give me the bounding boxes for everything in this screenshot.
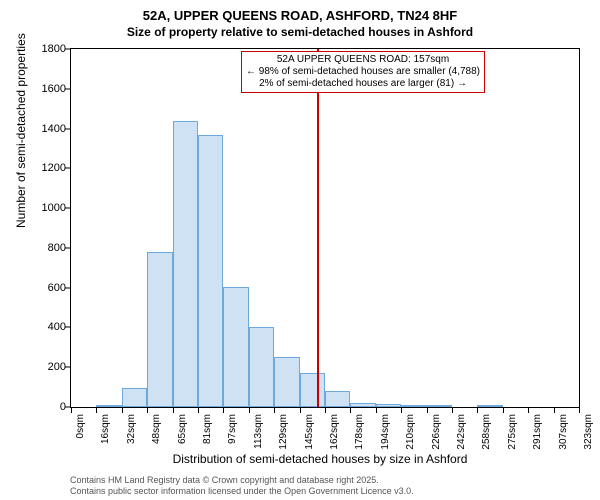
x-tick-label: 129sqm <box>278 414 289 450</box>
x-tick-mark <box>452 408 453 413</box>
chart-footer: Contains HM Land Registry data © Crown c… <box>70 475 414 496</box>
footer-line-2: Contains public sector information licen… <box>70 486 414 496</box>
x-tick-label: 307sqm <box>558 414 569 450</box>
x-tick-label: 32sqm <box>126 414 137 444</box>
histogram-bar <box>427 405 452 407</box>
x-tick-mark <box>71 408 72 413</box>
histogram-bar <box>147 252 172 407</box>
x-tick-mark <box>122 408 123 413</box>
annotation-line: 52A UPPER QUEENS ROAD: 157sqm <box>246 54 480 66</box>
y-tick-label: 1600 <box>6 83 66 95</box>
x-tick-mark <box>579 408 580 413</box>
y-tick-mark <box>65 327 70 328</box>
x-tick-mark <box>376 408 377 413</box>
y-tick-mark <box>65 49 70 50</box>
x-tick-mark <box>173 408 174 413</box>
y-tick-mark <box>65 128 70 129</box>
y-tick-label: 0 <box>6 401 66 413</box>
reference-line <box>317 49 319 407</box>
footer-line-1: Contains HM Land Registry data © Crown c… <box>70 475 414 485</box>
y-tick-mark <box>65 208 70 209</box>
y-tick-label: 200 <box>6 361 66 373</box>
x-tick-label: 113sqm <box>253 414 264 449</box>
x-tick-mark <box>503 408 504 413</box>
histogram-bar <box>96 405 121 407</box>
x-tick-label: 178sqm <box>354 414 365 450</box>
annotation-line: 2% of semi-detached houses are larger (8… <box>246 78 480 90</box>
x-axis-label: Distribution of semi-detached houses by … <box>0 452 600 466</box>
y-tick-mark <box>65 168 70 169</box>
annotation-line: ← 98% of semi-detached houses are smalle… <box>246 66 480 78</box>
y-tick-label: 400 <box>6 321 66 333</box>
x-tick-mark <box>274 408 275 413</box>
histogram-bar <box>477 405 502 407</box>
histogram-bar <box>350 403 375 407</box>
x-tick-label: 0sqm <box>75 414 86 438</box>
histogram-bar <box>401 405 426 407</box>
chart-title-line2: Size of property relative to semi-detach… <box>0 25 600 39</box>
histogram-bar <box>325 391 350 407</box>
x-tick-mark <box>427 408 428 413</box>
y-tick-label: 1000 <box>6 202 66 214</box>
y-tick-mark <box>65 407 70 408</box>
histogram-bar <box>223 287 248 407</box>
x-tick-label: 275sqm <box>507 414 518 450</box>
chart-title-line1: 52A, UPPER QUEENS ROAD, ASHFORD, TN24 8H… <box>0 8 600 23</box>
x-tick-label: 258sqm <box>481 414 492 450</box>
plot-area: 52A UPPER QUEENS ROAD: 157sqm← 98% of se… <box>70 48 580 408</box>
histogram-bar <box>249 327 274 407</box>
y-tick-label: 600 <box>6 282 66 294</box>
y-tick-mark <box>65 247 70 248</box>
x-tick-mark <box>96 408 97 413</box>
x-tick-mark <box>554 408 555 413</box>
histogram-chart: 52A, UPPER QUEENS ROAD, ASHFORD, TN24 8H… <box>0 0 600 500</box>
histogram-bar <box>376 404 401 407</box>
x-tick-label: 210sqm <box>405 414 416 450</box>
annotation-box: 52A UPPER QUEENS ROAD: 157sqm← 98% of se… <box>241 51 485 93</box>
x-tick-label: 242sqm <box>456 414 467 450</box>
histogram-bar <box>300 373 325 407</box>
y-tick-mark <box>65 287 70 288</box>
histogram-bar <box>274 357 299 407</box>
histogram-bar <box>198 135 223 407</box>
x-tick-label: 81sqm <box>202 414 213 444</box>
x-tick-label: 291sqm <box>532 414 543 450</box>
x-tick-label: 194sqm <box>380 414 391 450</box>
x-tick-label: 226sqm <box>431 414 442 450</box>
x-tick-mark <box>223 408 224 413</box>
x-tick-mark <box>147 408 148 413</box>
x-tick-mark <box>300 408 301 413</box>
x-tick-label: 65sqm <box>177 414 188 444</box>
histogram-bar <box>173 121 198 407</box>
x-tick-label: 162sqm <box>329 414 340 450</box>
x-tick-label: 323sqm <box>583 414 594 450</box>
x-tick-mark <box>249 408 250 413</box>
x-tick-mark <box>350 408 351 413</box>
x-tick-mark <box>401 408 402 413</box>
y-tick-label: 1800 <box>6 43 66 55</box>
y-tick-label: 1200 <box>6 162 66 174</box>
y-tick-mark <box>65 367 70 368</box>
y-tick-label: 800 <box>6 242 66 254</box>
x-tick-mark <box>325 408 326 413</box>
y-tick-mark <box>65 88 70 89</box>
y-tick-label: 1400 <box>6 123 66 135</box>
histogram-bar <box>122 388 147 407</box>
x-tick-mark <box>528 408 529 413</box>
x-tick-label: 145sqm <box>304 414 315 450</box>
x-tick-mark <box>477 408 478 413</box>
x-tick-label: 97sqm <box>227 414 238 444</box>
x-tick-label: 48sqm <box>151 414 162 444</box>
x-tick-label: 16sqm <box>100 414 111 444</box>
x-tick-mark <box>198 408 199 413</box>
